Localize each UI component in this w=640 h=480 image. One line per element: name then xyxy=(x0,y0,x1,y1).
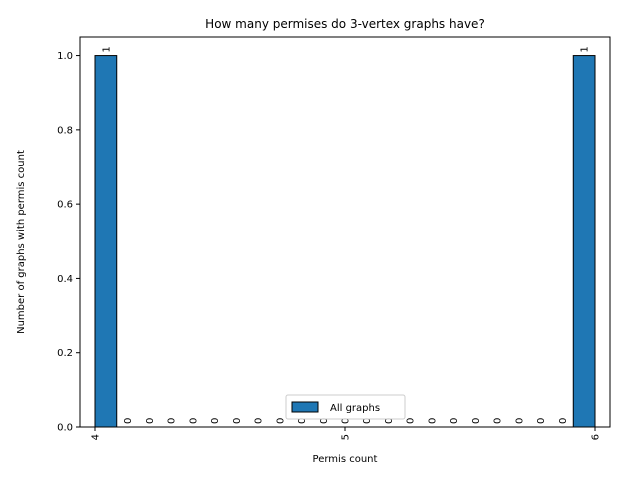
bar-value-label: 0 xyxy=(471,418,482,424)
bar-value-label: 0 xyxy=(406,418,417,424)
bar-value-label: 0 xyxy=(449,418,460,424)
bar-value-label: 0 xyxy=(319,418,330,424)
axes-group: 0.0 0.2 0.4 0.6 0.8 1.0 4 5 6 xyxy=(57,36,611,440)
bar-value-label: 0 xyxy=(514,418,525,424)
bar-value-label: 0 xyxy=(210,418,221,424)
y-tick-label: 0.0 xyxy=(57,423,73,434)
bar-value-label: 0 xyxy=(427,418,438,424)
legend-frame xyxy=(285,394,406,420)
legend-label: All graphs xyxy=(330,403,380,414)
bar-value-label: 0 xyxy=(145,418,156,424)
bar-value-label: 0 xyxy=(297,418,308,424)
bar-value-label: 0 xyxy=(188,418,199,424)
bar-value-label: 0 xyxy=(123,418,134,424)
bar-value-label: 1 xyxy=(101,46,112,52)
bars-group xyxy=(94,55,596,428)
plot-frame xyxy=(79,36,611,428)
bar-value-label: 0 xyxy=(536,418,547,424)
x-tick-label: 4 xyxy=(91,434,102,440)
y-tick-label: 0.4 xyxy=(57,274,73,285)
y-tick-label: 0.6 xyxy=(57,200,73,211)
bar-value-label: 0 xyxy=(384,418,395,424)
bar-value-label: 0 xyxy=(362,418,373,424)
x-axis-label: Permis count xyxy=(313,454,378,465)
x-tick-label: 5 xyxy=(341,434,352,440)
bar-value-label: 1 xyxy=(580,46,591,52)
y-tick-label: 1.0 xyxy=(57,51,73,62)
bar-value-label: 0 xyxy=(254,418,265,424)
legend-swatch xyxy=(291,401,319,413)
bar-labels-group: 1 0 0 0 0 0 0 0 0 0 0 0 0 0 0 0 0 0 0 0 0 0 1 xyxy=(101,46,590,424)
bar-value-label: 0 xyxy=(493,418,504,424)
legend: All graphs xyxy=(285,394,406,420)
bar xyxy=(94,55,118,428)
bar-value-label: 0 xyxy=(275,418,286,424)
x-tick-label: 6 xyxy=(591,434,602,440)
chart-title: How many permises do 3-vertex graphs hav… xyxy=(205,17,485,31)
bar-value-label: 0 xyxy=(341,418,352,424)
y-axis-label: Number of graphs with permis count xyxy=(16,150,27,334)
y-tick-label: 0.8 xyxy=(57,125,73,136)
bar-value-label: 0 xyxy=(167,418,178,424)
bar xyxy=(572,55,596,428)
bar-value-label: 0 xyxy=(232,418,243,424)
bar-value-label: 0 xyxy=(558,418,569,424)
y-tick-label: 0.2 xyxy=(57,348,73,359)
